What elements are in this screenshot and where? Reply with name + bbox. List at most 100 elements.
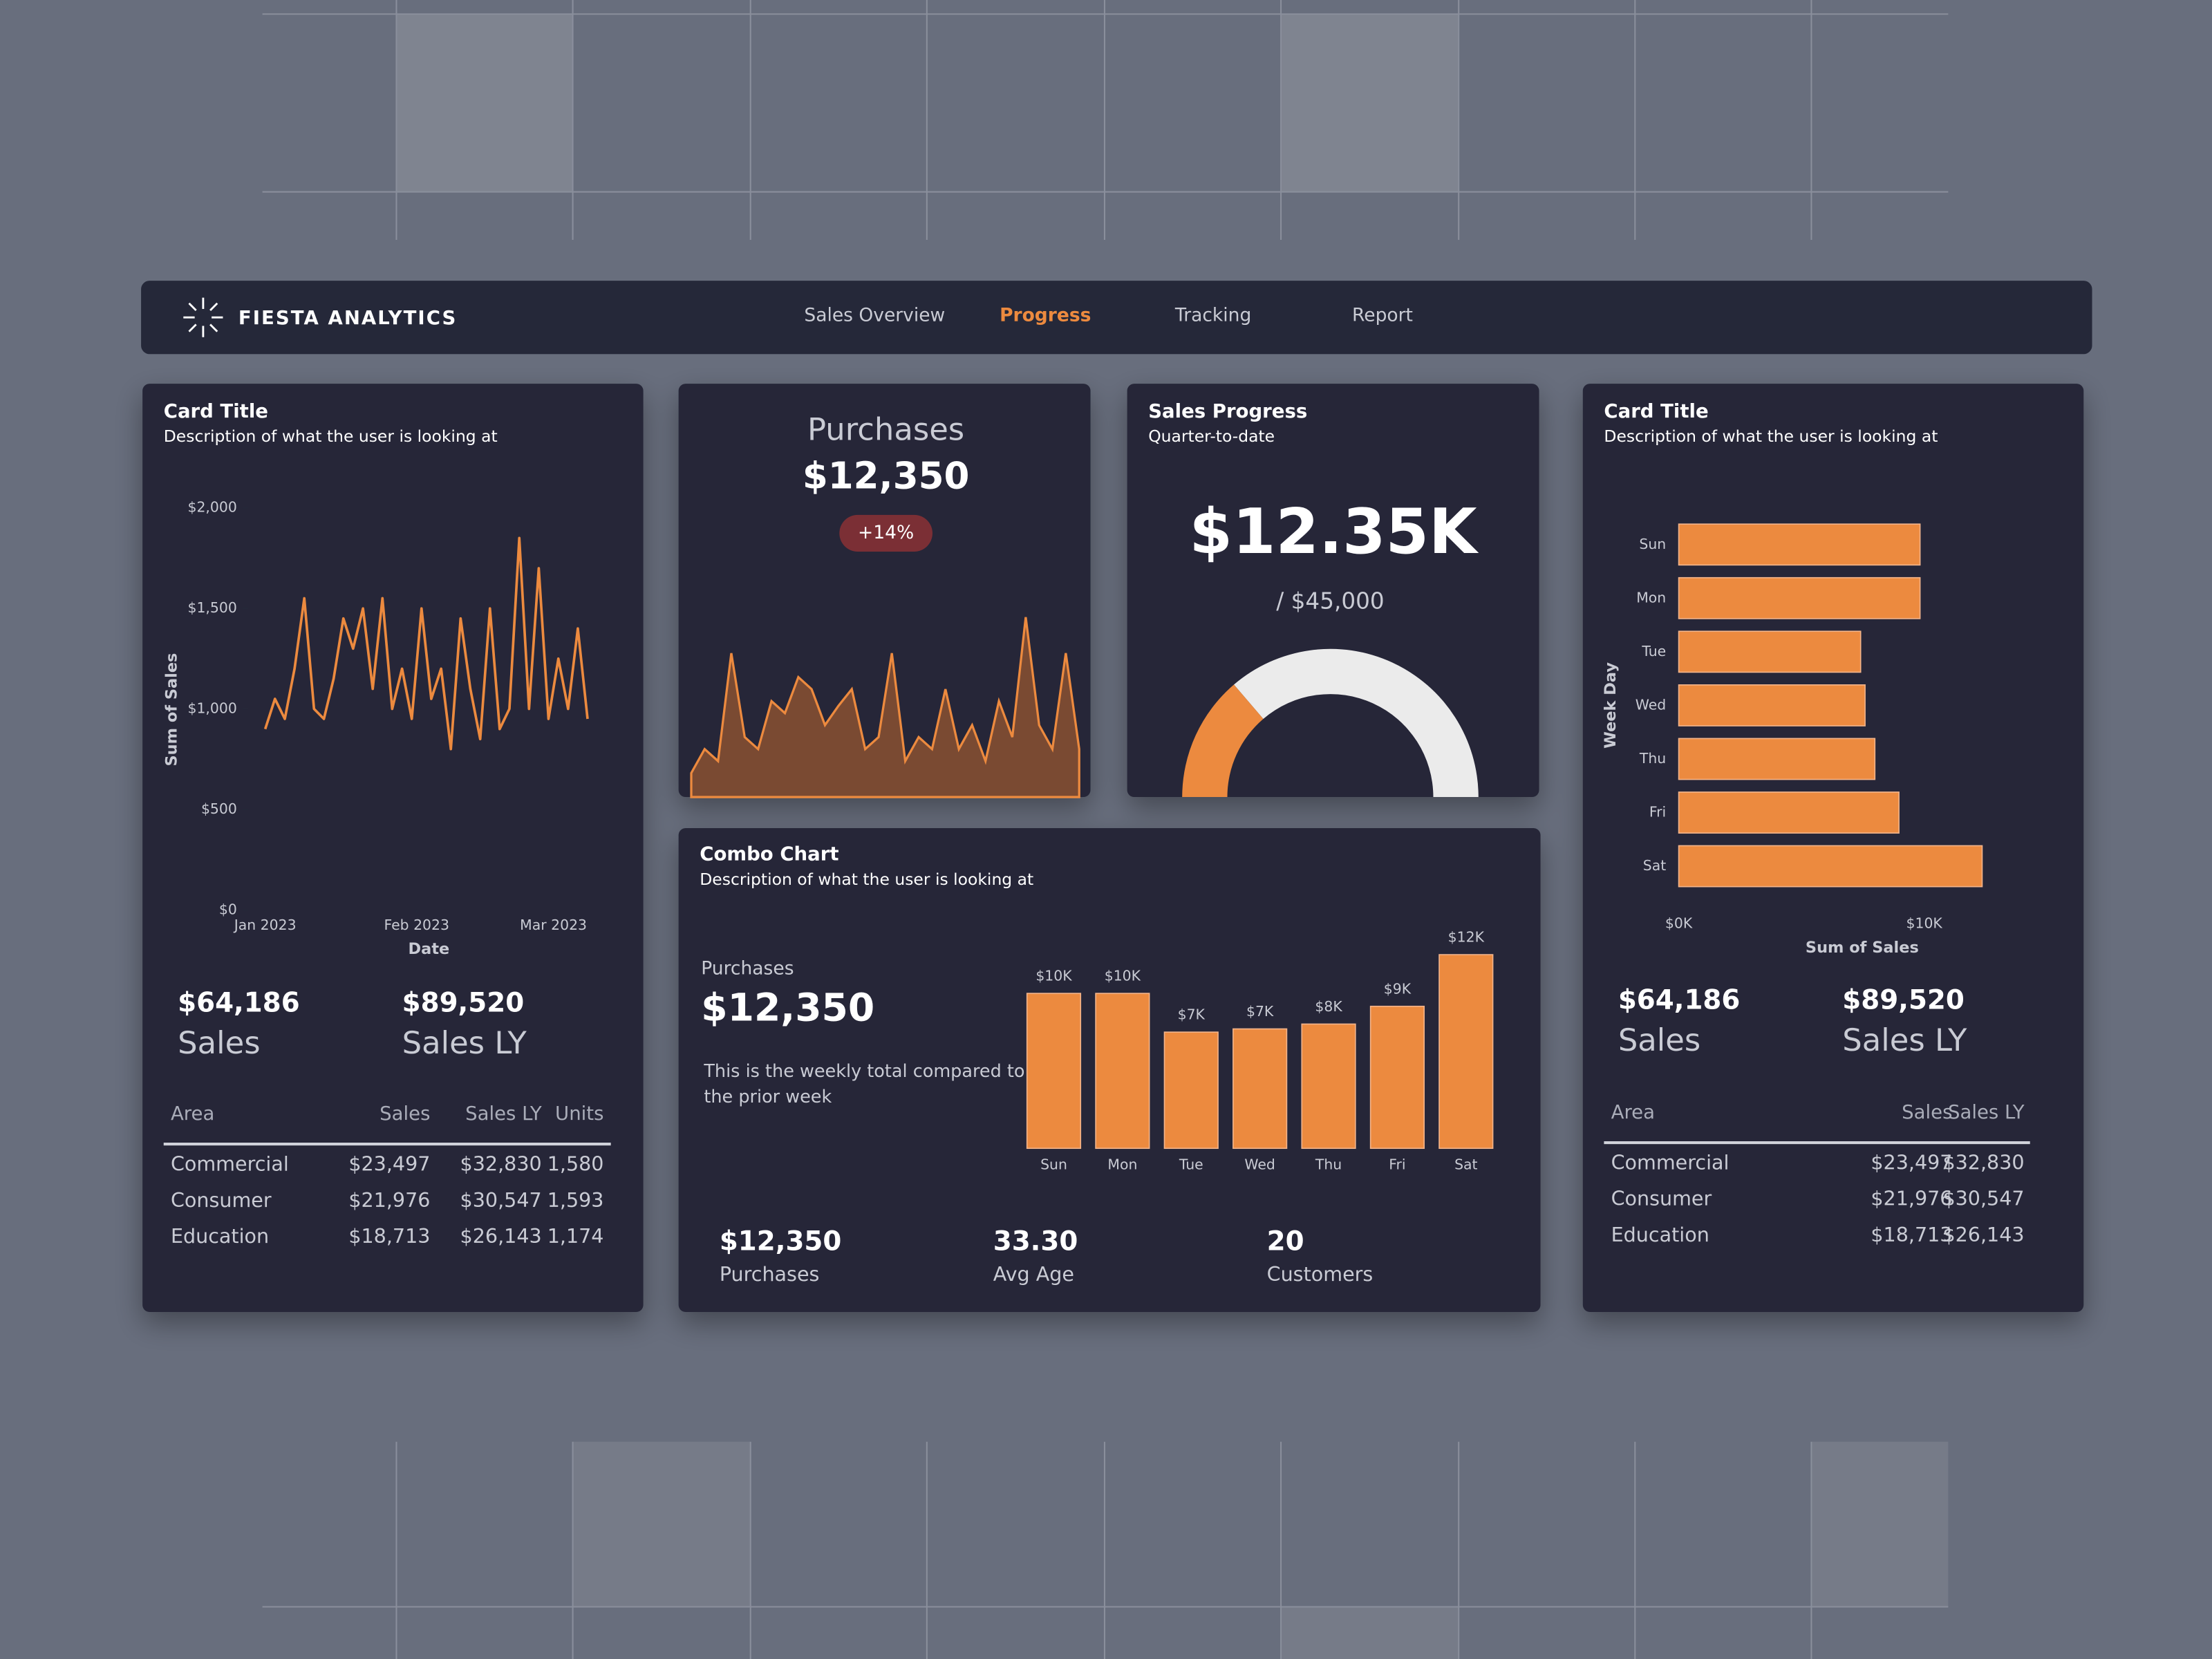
y-tick-label: Thu xyxy=(1639,750,1666,767)
stat-value: 20 xyxy=(1267,1226,1304,1257)
y-tick-label: Fri xyxy=(1649,804,1666,821)
table-cell: Commercial xyxy=(171,1152,289,1176)
bar xyxy=(1678,791,1900,834)
card-description: Description of what the user is looking … xyxy=(700,870,1033,889)
y-tick-label: Mon xyxy=(1636,589,1666,606)
y-tick-label: $2,000 xyxy=(187,499,236,516)
bar xyxy=(1678,577,1921,619)
nav-item[interactable]: Sales Overview xyxy=(804,305,945,326)
card xyxy=(142,384,644,1312)
bar xyxy=(1678,684,1866,727)
value-label: $7K xyxy=(1178,1006,1206,1023)
x-tick-label: Jan 2023 xyxy=(233,917,297,933)
table-cell: Consumer xyxy=(171,1188,272,1212)
table-cell: $18,713 xyxy=(1871,1223,1952,1246)
table-cell: $21,976 xyxy=(348,1188,430,1212)
card-title: Combo Chart xyxy=(700,843,838,865)
y-tick-label: $1,500 xyxy=(187,599,236,616)
x-tick-label: Fri xyxy=(1389,1156,1405,1173)
card-title: Card Title xyxy=(1604,400,1708,422)
y-tick-label: $0 xyxy=(219,901,237,917)
column-header: Units xyxy=(555,1103,603,1125)
note-line: This is the weekly total compared to xyxy=(703,1061,1024,1082)
bar xyxy=(1026,993,1082,1150)
table-cell: $18,713 xyxy=(348,1224,430,1248)
value-label: $12K xyxy=(1448,929,1485,946)
area xyxy=(690,617,1080,798)
bar xyxy=(1232,1028,1288,1150)
kpi-title: Purchases xyxy=(807,411,964,447)
column-header: Sales LY xyxy=(1948,1101,2025,1123)
badge-text: +14% xyxy=(858,522,914,543)
x-axis-label: Date xyxy=(409,940,450,958)
column-header: Area xyxy=(171,1103,214,1125)
table-cell: 1,174 xyxy=(547,1224,604,1248)
kpi-label: Sales LY xyxy=(1842,1022,1967,1058)
x-tick-label: Mon xyxy=(1107,1156,1137,1173)
y-tick-label: $1,000 xyxy=(187,700,236,717)
x-tick-label: Sun xyxy=(1040,1156,1067,1173)
table-cell: 1,580 xyxy=(547,1152,604,1176)
bar xyxy=(1678,845,1983,888)
x-tick-label: Wed xyxy=(1244,1156,1275,1173)
table-cell: $32,830 xyxy=(1942,1151,2024,1174)
y-axis-label: Week Day xyxy=(1602,662,1620,749)
note: This is the weekly total compared to the … xyxy=(703,1061,1024,1107)
table-cell: $26,143 xyxy=(460,1224,542,1248)
kpi-value: $64,186 xyxy=(1618,984,1741,1015)
value-label: $9K xyxy=(1384,980,1412,997)
stat-label: Purchases xyxy=(720,1262,820,1286)
gauge-target: / $45,000 xyxy=(1276,588,1384,614)
card-description: Description of what the user is looking … xyxy=(1604,427,1938,446)
nav-item[interactable]: Report xyxy=(1352,305,1413,326)
gauge-fill xyxy=(1182,684,1264,798)
bar xyxy=(1678,523,1921,566)
bar xyxy=(1678,738,1876,780)
x-tick-label: $0K xyxy=(1665,915,1693,932)
x-tick-label: Mar 2023 xyxy=(520,917,587,933)
x-tick-label: Thu xyxy=(1315,1156,1342,1173)
kpi-value: $89,520 xyxy=(1842,984,1965,1015)
table-cell: $21,976 xyxy=(1871,1187,1952,1210)
background-grid xyxy=(262,0,1949,1659)
bar xyxy=(1438,954,1494,1150)
card-title: Sales Progress xyxy=(1148,400,1307,422)
nav-item[interactable]: Progress xyxy=(1000,305,1091,326)
note-line: the prior week xyxy=(704,1087,832,1107)
table-cell: $26,143 xyxy=(1942,1223,2024,1246)
table-cell: $23,497 xyxy=(348,1152,430,1176)
y-tick-label: $500 xyxy=(201,800,237,817)
x-axis-label: Sum of Sales xyxy=(1806,939,1919,957)
y-tick-label: Wed xyxy=(1635,696,1666,713)
kpi-label: Sales xyxy=(1618,1022,1700,1058)
gauge-value: $12.35K xyxy=(1190,496,1479,568)
stat-label: Customers xyxy=(1267,1262,1374,1286)
y-tick-label: Sat xyxy=(1643,857,1666,874)
table-cell: $32,830 xyxy=(460,1152,542,1176)
y-tick-label: Sun xyxy=(1639,536,1666,552)
table-cell: Education xyxy=(1611,1223,1709,1246)
metric-value: $12,350 xyxy=(701,985,874,1029)
gauge-track xyxy=(1234,648,1479,798)
metric-label: Purchases xyxy=(701,958,794,980)
value-label: $7K xyxy=(1246,1003,1274,1020)
card-title: Card Title xyxy=(164,400,268,422)
column-header: Sales xyxy=(379,1103,430,1125)
nav-bar xyxy=(141,281,2092,355)
nav-item[interactable]: Tracking xyxy=(1174,305,1251,326)
x-tick-label: Feb 2023 xyxy=(384,917,449,933)
column-header: Sales LY xyxy=(465,1103,542,1125)
card-description: Quarter-to-date xyxy=(1148,427,1275,446)
x-tick-label: Tue xyxy=(1179,1156,1203,1173)
brand: FIESTA ANALYTICS xyxy=(238,307,457,329)
table-cell: Commercial xyxy=(1611,1151,1730,1174)
card xyxy=(678,384,1091,798)
table-cell: Education xyxy=(171,1224,269,1248)
line xyxy=(263,536,589,751)
table-cell: $30,547 xyxy=(460,1188,542,1212)
table-cell: $23,497 xyxy=(1871,1151,1952,1174)
column-header: Area xyxy=(1611,1101,1655,1123)
bar xyxy=(1369,1005,1425,1150)
